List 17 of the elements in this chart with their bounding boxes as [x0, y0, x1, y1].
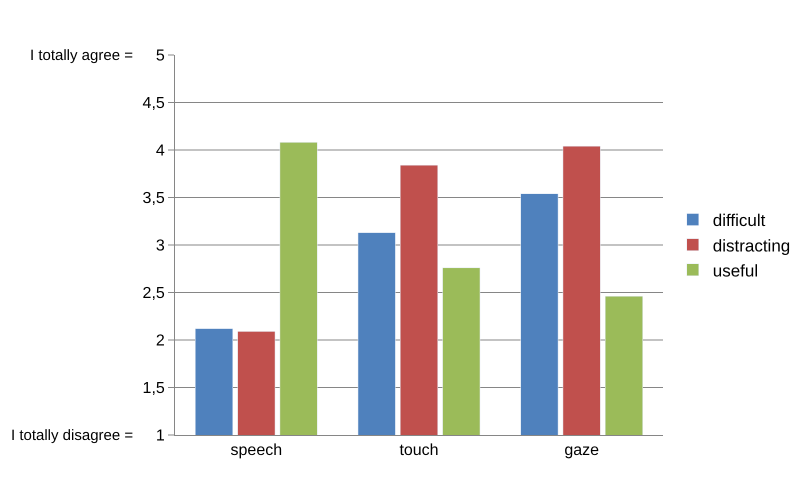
legend-label: difficult — [712, 211, 766, 230]
y-tick-label: 3 — [156, 238, 165, 255]
y-tick-label: 4 — [156, 142, 165, 160]
text: I totally disagree = — [11, 427, 134, 444]
y-tick-label: 1,5 — [142, 380, 165, 398]
y-tick-label: 2,5 — [142, 285, 165, 302]
x-tick-label: gaze — [564, 442, 600, 460]
text: I totally agree = — [30, 47, 134, 64]
y-tick-label: 1 — [156, 428, 165, 445]
x-tick-label: speech — [230, 442, 282, 460]
y-tick-label: 2 — [156, 332, 165, 350]
x-tick-label: touch — [399, 442, 439, 460]
y-tick-label: 5 — [156, 48, 165, 65]
legend-label: distracting — [712, 236, 790, 256]
y-tick-label: 3,5 — [142, 190, 165, 208]
legend-label: useful — [712, 261, 758, 280]
y-tick-label: 4,5 — [142, 95, 165, 112]
